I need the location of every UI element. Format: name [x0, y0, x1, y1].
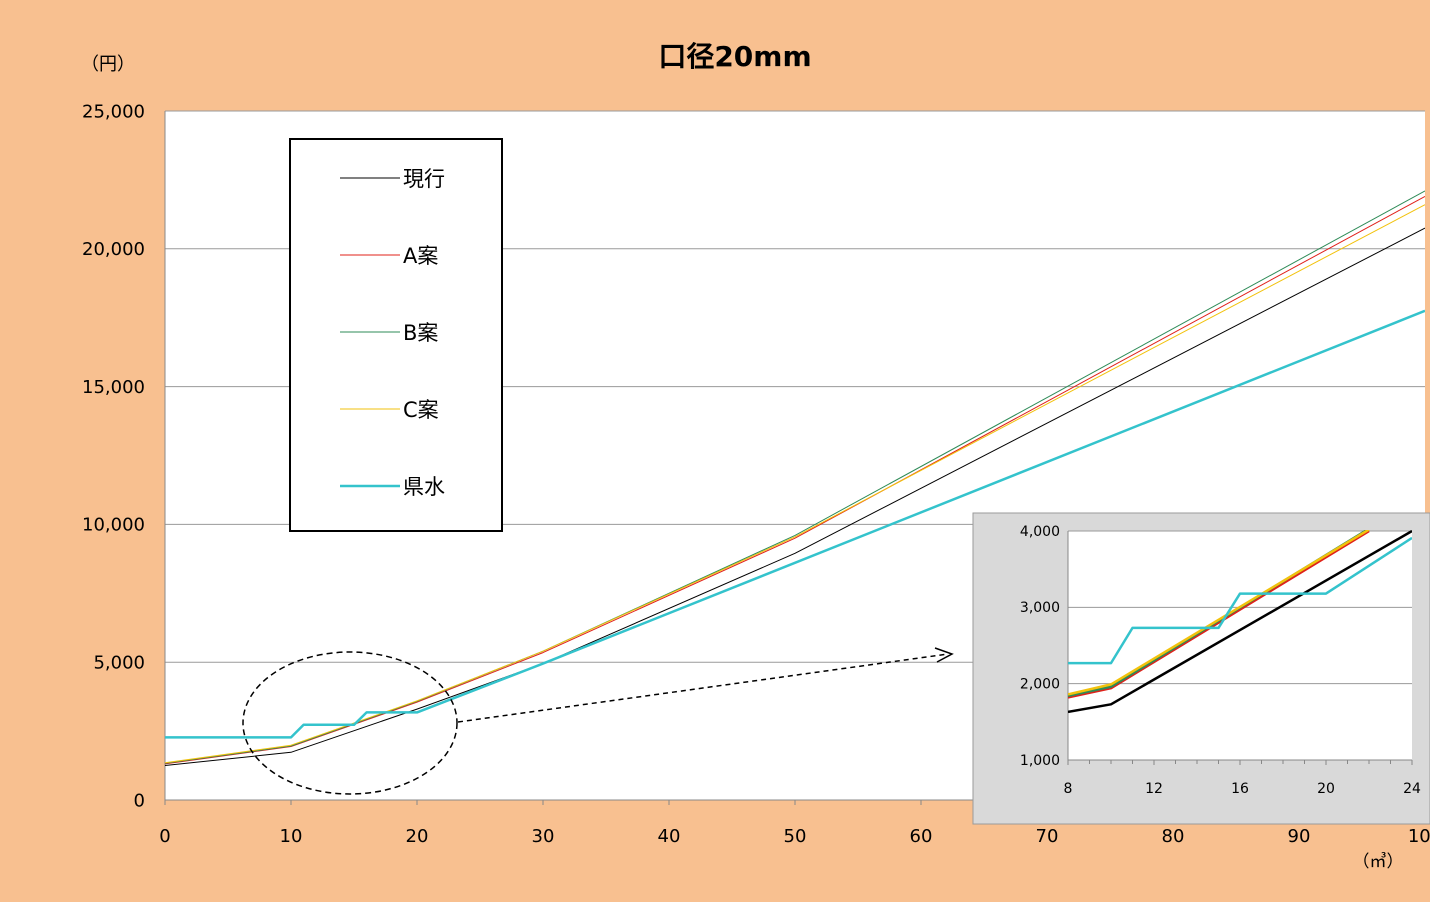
zoom-annotation — [242, 647, 954, 795]
main-x-tick-label: 10 — [280, 826, 303, 847]
legend-label-1: A案 — [403, 244, 438, 268]
inset-series-line-3 — [1068, 530, 1370, 696]
main-x-tick-label: 100 — [1408, 826, 1430, 847]
zoom-arrow-head — [934, 647, 954, 663]
main-x-tick-label: 70 — [1036, 826, 1059, 847]
legend-label-0: 現行 — [403, 167, 445, 191]
inset-y-tick-label: 4,000 — [1020, 524, 1060, 540]
zoom-arrow-line — [457, 653, 949, 723]
chart-title: 口径20mm — [658, 40, 811, 73]
main-y-tick-label: 10,000 — [82, 515, 145, 536]
main-y-tick-label: 0 — [134, 790, 145, 811]
main-series-group — [165, 190, 1425, 766]
main-x-tick-label: 60 — [910, 826, 933, 847]
main-series-line-3 — [165, 204, 1425, 764]
inset-x-tick-label: 20 — [1317, 781, 1335, 797]
main-y-tick-label: 20,000 — [82, 239, 145, 260]
inset-series-line-0 — [1068, 530, 1412, 714]
inset-series-line-4 — [1068, 536, 1412, 665]
inset-chart: 1,000 2,000 3,000 4,000 8 12 16 20 24 — [972, 512, 1430, 825]
main-y-tick-label: 15,000 — [82, 377, 145, 398]
inset-x-tick-label: 8 — [1064, 781, 1073, 797]
main-x-tick-label: 30 — [532, 826, 555, 847]
main-x-tick-label: 50 — [784, 826, 807, 847]
inset-series-line-1 — [1068, 530, 1370, 699]
main-series-line-4 — [165, 309, 1425, 739]
main-x-tick-label: 0 — [159, 826, 170, 847]
main-y-tick-label: 25,000 — [82, 101, 145, 122]
main-series-line-0 — [165, 227, 1425, 766]
inset-plot-background — [1068, 531, 1412, 760]
inset-x-tick-label: 12 — [1145, 781, 1163, 797]
x-axis-unit-label: （㎥） — [1353, 852, 1404, 872]
legend-label-3: C案 — [403, 398, 439, 422]
inset-x-tick-label: 24 — [1403, 781, 1421, 797]
legend-box — [289, 138, 503, 532]
inset-y-tick-label: 1,000 — [1020, 753, 1060, 769]
main-y-tick-label: 5,000 — [93, 653, 145, 674]
y-axis-unit-label: （円） — [81, 54, 135, 75]
inset-series-group — [1068, 530, 1412, 714]
inset-y-tick-label: 3,000 — [1020, 600, 1060, 616]
main-x-tick-label: 40 — [658, 826, 681, 847]
inset-y-tick-label: 2,000 — [1020, 677, 1060, 693]
inset-x-tick-label: 16 — [1231, 781, 1249, 797]
legend-label-4: 県水 — [403, 475, 445, 499]
legend-label-2: B案 — [403, 321, 438, 345]
main-x-tick-label: 20 — [406, 826, 429, 847]
zoom-region-ellipse — [242, 651, 458, 795]
main-x-tick-label: 90 — [1288, 826, 1311, 847]
main-x-tick-label: 80 — [1162, 826, 1185, 847]
